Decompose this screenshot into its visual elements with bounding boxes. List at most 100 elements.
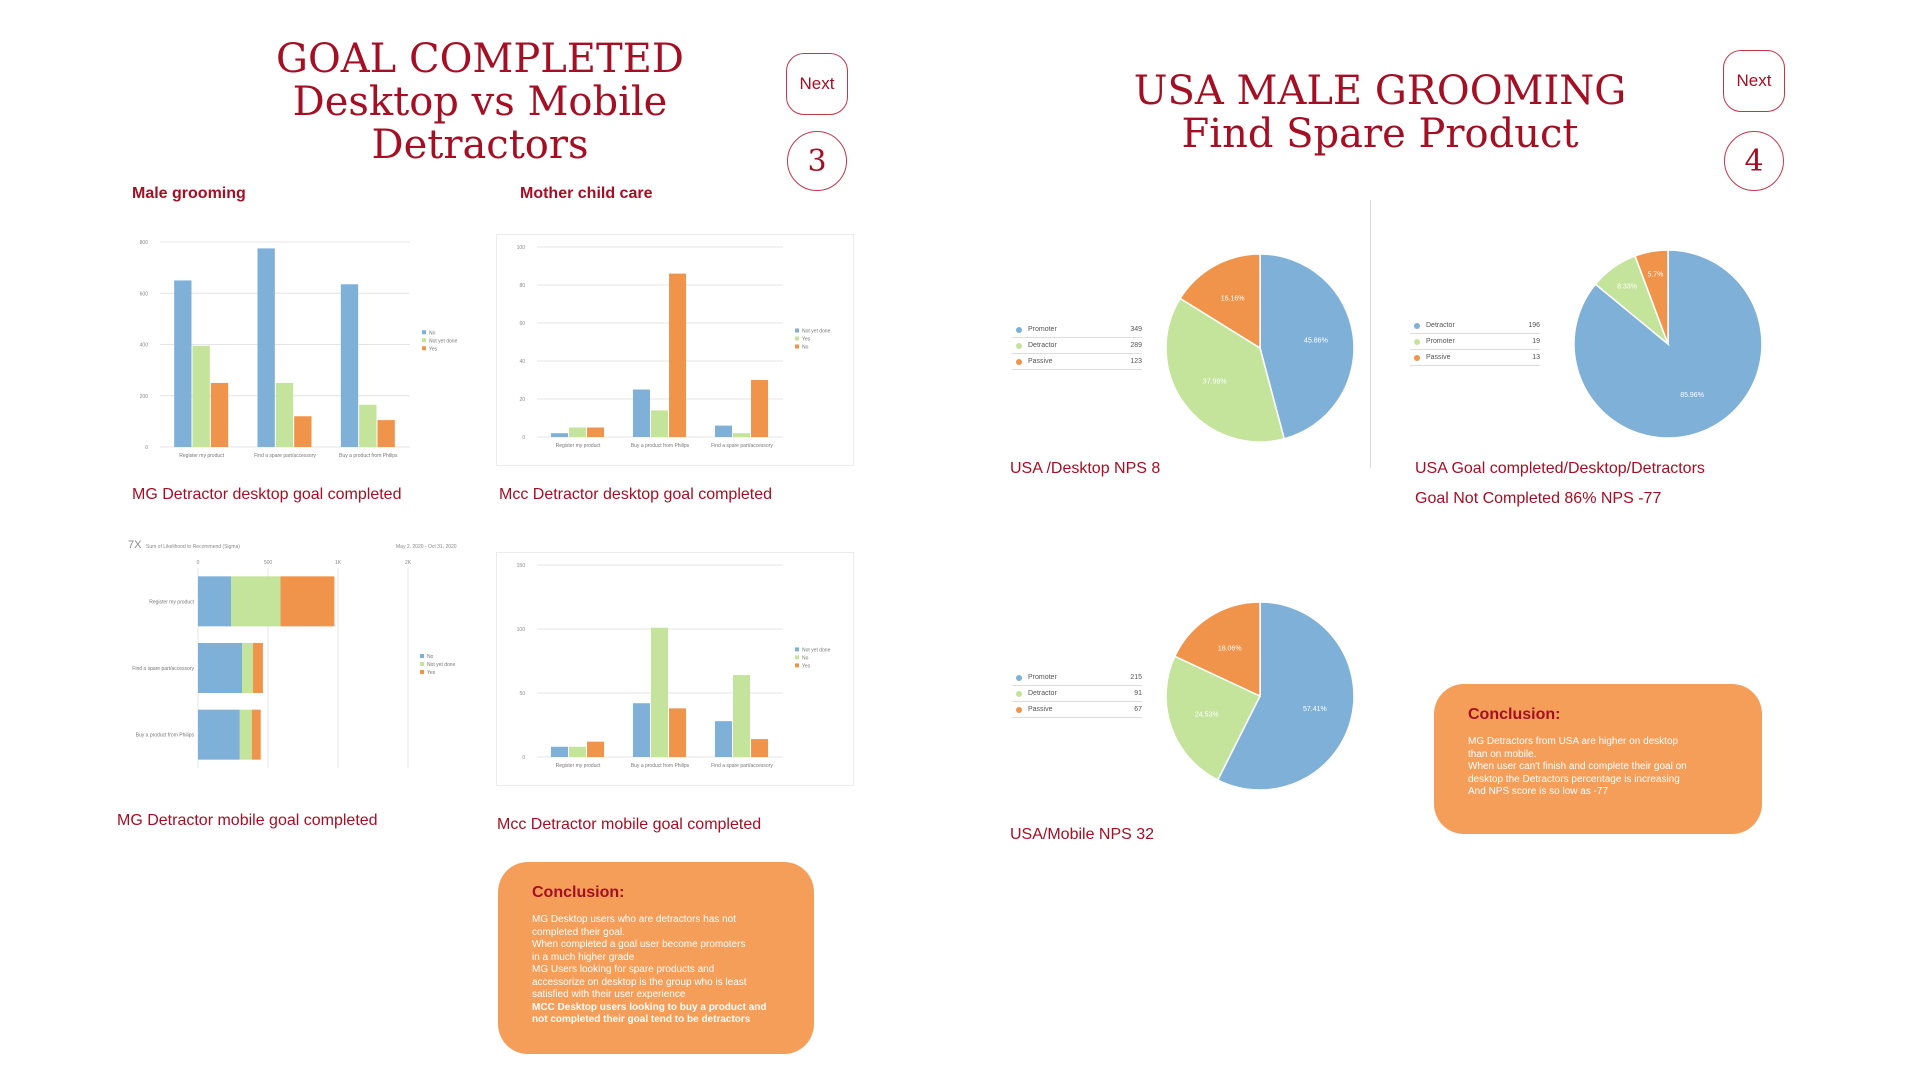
legend-dot-icon: [1016, 706, 1022, 713]
legend-name: Detractor: [1028, 690, 1057, 697]
legend-row: Promoter 19: [1410, 334, 1540, 350]
legend-swatch: [795, 655, 799, 660]
legend-value: 289: [1130, 342, 1142, 349]
pie-slice-label: 85.96%: [1680, 392, 1704, 399]
x-tick-label: Register my product: [179, 453, 224, 459]
pie-slice: [1165, 655, 1262, 782]
conclusion-line: When completed a goal user become promot…: [532, 939, 746, 950]
legend-row: Promoter 215: [1012, 670, 1142, 686]
bar: [669, 273, 687, 437]
bar: [751, 380, 769, 437]
legend-label: Yes: [429, 346, 438, 352]
conclusion-line: MG Users looking for spare products and: [532, 964, 715, 975]
chart-mcc-desktop: 0 20 40 60 80 100 Register my product Buy a pro…: [496, 234, 854, 466]
conclusion-bold-line: MCC Desktop users looking to buy a produ…: [532, 1001, 767, 1013]
conclusion-title: Conclusion:: [532, 884, 625, 901]
legend-label: No: [429, 330, 436, 336]
y-tick-label: Register my product: [149, 599, 194, 605]
y-tick-label: 80: [519, 283, 525, 289]
bar-segment: [231, 576, 281, 627]
title-line: Desktop vs Mobile: [292, 79, 668, 126]
next-button[interactable]: Next: [1723, 50, 1785, 112]
legend-swatch: [795, 328, 799, 333]
bar: [550, 746, 568, 757]
legend-swatch: [795, 647, 799, 652]
chart-caption: Mcc Detractor desktop goal completed: [499, 486, 773, 503]
right-slide-title: USA MALE GROOMING Find Spare Product: [1120, 68, 1640, 156]
legend-label: No: [802, 655, 809, 661]
bar: [632, 389, 650, 437]
bar: [632, 703, 650, 757]
x-tick-label: Buy a product from Philips: [631, 443, 690, 449]
bar-segment: [280, 576, 335, 627]
legend-name: Promoter: [1426, 338, 1455, 345]
y-tick-label: 0: [522, 755, 525, 761]
pie-chart-usa-desktop: 45.86% 37.98% 16.16%: [1160, 248, 1360, 448]
header-metric-icon: 7X: [128, 539, 142, 551]
chart-caption: USA /Desktop NPS 8: [1010, 460, 1161, 477]
title-line: GOAL COMPLETED: [276, 36, 684, 82]
chart-mcc-desktop-svg: 0 20 40 60 80 100 Register my product Buy a pro…: [517, 245, 831, 449]
pie-legend-table: Detractor 196 Promoter 19 Passive 13: [1410, 318, 1540, 366]
legend-label: Not yet done: [802, 329, 831, 335]
header-metric-label: Sum of Likelihood to Recommend (Sigma): [146, 544, 240, 550]
pie-slice-label: 45.86%: [1304, 338, 1328, 345]
legend-dot-icon: [1414, 322, 1420, 329]
x-tick-label: Register my product: [556, 763, 601, 769]
x-tick-label: 1K: [335, 560, 342, 566]
pie-chart-usa-desktop-svg: 45.86% 37.98% 16.16%: [1165, 253, 1355, 443]
next-button[interactable]: Next: [786, 53, 848, 115]
y-tick-label: 100: [517, 245, 526, 251]
pie-slice-label: 18.06%: [1218, 645, 1242, 652]
legend-row: Detractor 196: [1410, 318, 1540, 334]
conclusion-line: accessorize on desktop is the group who …: [532, 976, 747, 988]
bar: [714, 425, 732, 437]
legend-swatch: [422, 330, 426, 335]
conclusion-line: desktop the Detractors percentage is inc…: [1468, 773, 1680, 785]
legend-swatch: [422, 346, 426, 351]
legend-dot-icon: [1016, 358, 1022, 365]
bar: [650, 627, 669, 757]
legend-swatch: [422, 338, 426, 343]
legend-dot-icon: [1016, 326, 1022, 333]
x-tick-label: Register my product: [556, 443, 601, 449]
bar: [714, 721, 732, 757]
x-tick-label: Find a spare part/accessory: [711, 443, 773, 449]
pie-legend-table: Promoter 215 Detractor 91 Passive 67: [1012, 670, 1142, 718]
legend-dot-icon: [1016, 674, 1022, 681]
pie-slice: [1173, 601, 1261, 698]
chart-caption: MG Detractor mobile goal completed: [117, 812, 378, 829]
legend-value: 91: [1134, 690, 1142, 697]
legend-name: Promoter: [1028, 326, 1057, 333]
bar: [192, 345, 210, 447]
legend-value: 67: [1134, 706, 1142, 713]
pie-slice-label: 57.41%: [1303, 706, 1327, 713]
conclusion-line: than on mobile.: [1468, 748, 1537, 760]
bar: [359, 404, 377, 447]
bar: [257, 248, 275, 447]
y-tick-label: 0: [522, 435, 525, 441]
legend-label: No: [802, 345, 809, 351]
legend-label: Not yet done: [802, 647, 831, 653]
legend-label: Not yet done: [429, 338, 458, 344]
section-label-mother-child-care: Mother child care: [520, 185, 653, 202]
y-tick-label: 400: [140, 343, 149, 349]
bar: [210, 382, 229, 447]
bar: [377, 420, 395, 447]
pie-slice: [1634, 249, 1669, 345]
legend-label: Yes: [802, 663, 811, 669]
bar: [650, 410, 669, 437]
legend-dot-icon: [1016, 690, 1022, 697]
legend-row: Passive 123: [1012, 354, 1142, 370]
title-line: USA MALE GROOMING: [1133, 68, 1627, 114]
bar: [751, 739, 769, 757]
x-tick-label: Buy a product from Philips: [339, 453, 398, 459]
title-line: Detractors: [371, 122, 589, 169]
header-date-range: May 2, 2020 - Oct 31, 2020: [396, 544, 457, 550]
bar: [174, 280, 192, 447]
legend-value: 196: [1528, 322, 1540, 329]
legend-label: Yes: [427, 670, 436, 676]
x-tick-label: Buy a product from Philips: [631, 763, 690, 769]
y-tick-label: 50: [519, 691, 525, 697]
pie-slice: [1165, 297, 1286, 443]
